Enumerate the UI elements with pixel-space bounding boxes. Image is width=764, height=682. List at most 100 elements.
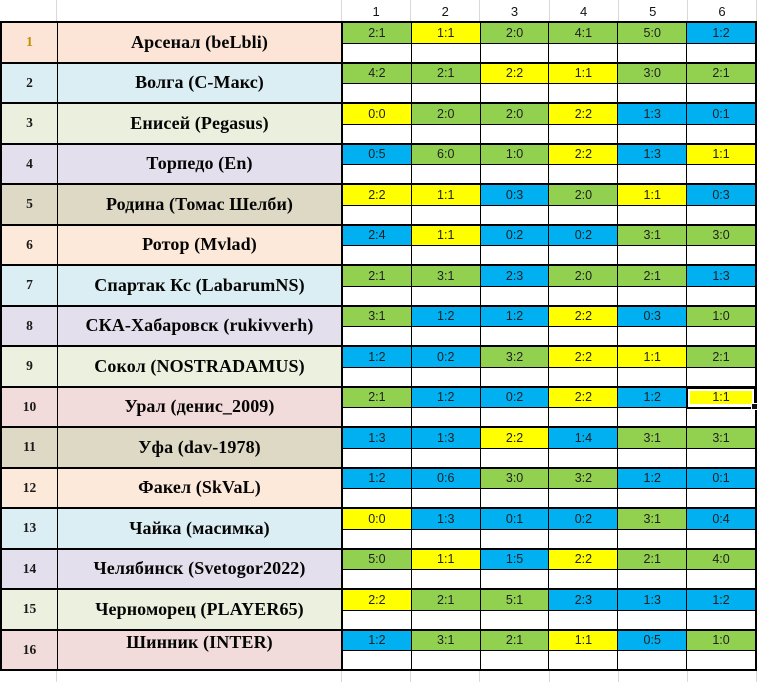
score-cell[interactable]: 2:1	[343, 387, 411, 408]
empty-cell[interactable]	[687, 43, 755, 62]
column-header-cell[interactable]: 3	[480, 0, 550, 21]
score-cell[interactable]: 1:2	[687, 23, 755, 44]
score-cell[interactable]: 0:2	[480, 225, 549, 246]
row-number-cell[interactable]: 6	[2, 225, 57, 264]
score-cell[interactable]: 3:1	[618, 428, 687, 449]
empty-cell[interactable]	[687, 367, 755, 386]
empty-cell[interactable]	[480, 84, 549, 102]
team-name-cell[interactable]: Енисей (Pegasus)	[57, 104, 341, 143]
team-name-cell[interactable]: Черноморец (PLAYER65)	[57, 590, 341, 629]
empty-cell[interactable]	[343, 570, 411, 588]
score-cell[interactable]: 5:0	[343, 549, 411, 570]
empty-cell[interactable]	[618, 529, 687, 548]
score-cell[interactable]: 1:1	[411, 185, 480, 206]
empty-cell[interactable]	[343, 43, 411, 62]
row-number-cell[interactable]: 3	[2, 104, 57, 143]
score-cell[interactable]: 1:3	[411, 428, 480, 449]
score-cell[interactable]: 3:1	[411, 266, 480, 287]
empty-cell[interactable]	[618, 246, 687, 264]
empty-cell[interactable]	[343, 408, 411, 426]
score-cell[interactable]: 2:1	[480, 630, 549, 651]
score-cell[interactable]: 2:1	[343, 23, 411, 44]
score-cell[interactable]: 1:5	[480, 549, 549, 570]
empty-cell[interactable]	[687, 327, 755, 345]
score-cell[interactable]: 1:2	[343, 347, 411, 368]
empty-cell[interactable]	[480, 570, 549, 588]
empty-cell[interactable]	[618, 327, 687, 345]
team-name-cell[interactable]: Торпедо (En)	[57, 144, 341, 183]
empty-cell[interactable]	[411, 489, 480, 507]
empty-cell[interactable]	[411, 286, 480, 305]
row-number-cell[interactable]: 5	[2, 185, 57, 224]
empty-cell[interactable]	[411, 246, 480, 264]
score-cell[interactable]: 2:1	[687, 347, 755, 368]
empty-cell[interactable]	[618, 43, 687, 62]
empty-cell[interactable]	[618, 84, 687, 102]
score-cell[interactable]: 1:2	[480, 306, 549, 327]
empty-cell[interactable]	[549, 286, 618, 305]
selected-score-cell[interactable]: 1:1	[686, 386, 758, 410]
score-cell[interactable]: 1:2	[618, 387, 687, 408]
score-cell[interactable]: 1:3	[343, 428, 411, 449]
score-cell[interactable]: 1:2	[411, 387, 480, 408]
empty-cell[interactable]	[480, 610, 549, 629]
column-header-cell[interactable]: 2	[411, 0, 481, 21]
empty-cell[interactable]	[618, 286, 687, 305]
score-cell[interactable]: 2:1	[618, 549, 687, 570]
score-cell[interactable]: 0:1	[687, 104, 755, 125]
score-cell[interactable]: 1:1	[549, 63, 618, 84]
empty-cell[interactable]	[480, 408, 549, 426]
empty-cell[interactable]	[687, 610, 755, 629]
empty-cell[interactable]	[411, 124, 480, 143]
empty-cell[interactable]	[549, 489, 618, 507]
score-cell[interactable]: 1:1	[687, 144, 755, 165]
score-cell[interactable]: 1:2	[343, 630, 411, 651]
score-cell[interactable]: 2:2	[549, 306, 618, 327]
empty-cell[interactable]	[343, 529, 411, 548]
empty-cell[interactable]	[618, 610, 687, 629]
score-cell[interactable]: 3:2	[549, 468, 618, 489]
team-name-cell[interactable]: Чайка (масимка)	[57, 509, 341, 548]
empty-cell[interactable]	[342, 671, 412, 682]
score-cell[interactable]: 1:4	[549, 428, 618, 449]
empty-cell[interactable]	[687, 408, 755, 426]
score-cell[interactable]: 0:6	[411, 468, 480, 489]
empty-cell[interactable]	[549, 529, 618, 548]
score-cell[interactable]: 1:2	[687, 590, 755, 611]
score-cell[interactable]: 1:2	[343, 468, 411, 489]
team-name-cell[interactable]: Волга (С-Макс)	[57, 63, 341, 102]
score-cell[interactable]: 3:1	[343, 306, 411, 327]
score-cell[interactable]: 6:0	[411, 144, 480, 165]
empty-cell[interactable]	[480, 124, 549, 143]
row-number-cell[interactable]: 16	[2, 630, 57, 669]
score-cell[interactable]: 1:0	[687, 630, 755, 651]
team-name-cell[interactable]: Шинник (INTER)	[57, 630, 341, 669]
score-cell[interactable]: 0:5	[343, 144, 411, 165]
score-cell[interactable]: 3:2	[480, 347, 549, 368]
score-cell[interactable]: 1:3	[618, 104, 687, 125]
score-cell[interactable]: 0:1	[687, 468, 755, 489]
empty-cell[interactable]	[343, 610, 411, 629]
score-cell[interactable]: 0:3	[618, 306, 687, 327]
score-cell[interactable]: 3:1	[618, 225, 687, 246]
row-number-cell[interactable]: 15	[2, 590, 57, 629]
score-cell[interactable]: 1:1	[549, 630, 618, 651]
empty-cell[interactable]	[480, 529, 549, 548]
empty-cell[interactable]	[411, 448, 480, 467]
team-name-cell[interactable]: Уфа (dav-1978)	[57, 428, 341, 467]
score-cell[interactable]: 2:2	[549, 549, 618, 570]
empty-cell[interactable]	[549, 448, 618, 467]
score-cell[interactable]: 3:0	[687, 225, 755, 246]
empty-cell[interactable]	[411, 43, 480, 62]
score-cell[interactable]: 2:2	[549, 347, 618, 368]
empty-cell[interactable]	[549, 124, 618, 143]
score-cell[interactable]: 3:1	[411, 630, 480, 651]
row-number-cell[interactable]: 8	[2, 306, 57, 345]
empty-cell[interactable]	[411, 570, 480, 588]
empty-cell[interactable]	[618, 205, 687, 224]
score-cell[interactable]: 3:0	[480, 468, 549, 489]
empty-cell[interactable]	[0, 671, 57, 682]
empty-cell[interactable]	[550, 671, 619, 682]
column-header-cell[interactable]: 1	[342, 0, 412, 21]
score-cell[interactable]: 2:4	[343, 225, 411, 246]
